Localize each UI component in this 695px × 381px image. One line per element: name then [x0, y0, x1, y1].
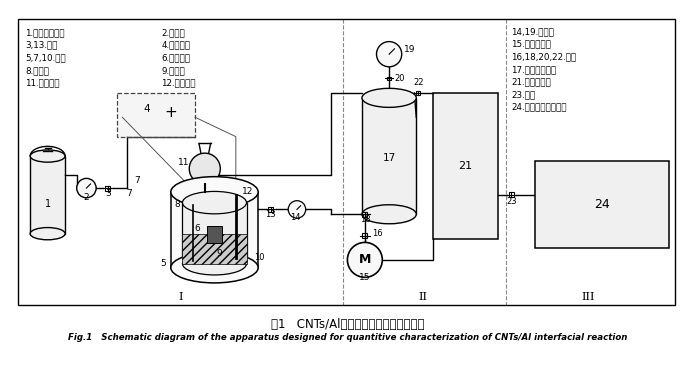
Text: 11.分液部件: 11.分液部件: [25, 78, 60, 88]
Text: 16: 16: [372, 229, 382, 238]
Text: 14,19.流量计: 14,19.流量计: [512, 27, 555, 36]
Text: I: I: [179, 291, 183, 302]
Circle shape: [348, 242, 382, 277]
Text: 3,13.气阀: 3,13.气阀: [25, 41, 58, 50]
Text: 19: 19: [404, 45, 415, 54]
Bar: [183, 203, 247, 264]
Text: 6: 6: [194, 224, 200, 233]
Text: 14: 14: [290, 213, 300, 222]
Ellipse shape: [183, 253, 247, 275]
Text: Fig.1   Schematic diagram of the apparatus designed for quantitive characterizat: Fig.1 Schematic diagram of the apparatus…: [67, 333, 627, 342]
Text: 15: 15: [359, 273, 370, 282]
Text: 9: 9: [216, 249, 222, 258]
Text: 图1   CNTs/Al界面反应定量检测装置示意: 图1 CNTs/Al界面反应定量检测装置示意: [270, 318, 424, 331]
Text: M: M: [359, 253, 371, 266]
Text: 7: 7: [134, 176, 140, 185]
Text: 15.真空机械泵: 15.真空机械泵: [512, 40, 551, 49]
Text: 12: 12: [242, 187, 253, 196]
Bar: [362, 98, 416, 214]
Bar: [171, 192, 258, 267]
Bar: [30, 156, 65, 234]
Text: 3: 3: [105, 189, 111, 198]
Text: 23.气阀: 23.气阀: [512, 90, 536, 99]
Bar: [362, 233, 367, 238]
Ellipse shape: [30, 150, 65, 162]
Circle shape: [76, 178, 96, 198]
Ellipse shape: [171, 177, 258, 207]
Ellipse shape: [362, 88, 416, 107]
Bar: [416, 91, 420, 95]
Text: 5: 5: [161, 259, 166, 268]
Text: 16,18,20,22.气阀: 16,18,20,22.气阀: [512, 52, 577, 61]
Text: 5,7,10.容器: 5,7,10.容器: [25, 53, 66, 62]
Text: II: II: [418, 291, 427, 302]
Circle shape: [189, 153, 220, 184]
Text: 20: 20: [394, 74, 404, 83]
Text: 17.标定气体气瓶: 17.标定气体气瓶: [512, 65, 557, 74]
Bar: [509, 192, 514, 197]
Text: 1: 1: [44, 199, 51, 208]
Text: 11: 11: [178, 158, 189, 167]
Text: 4.直流电源: 4.直流电源: [161, 41, 190, 50]
Ellipse shape: [30, 227, 65, 240]
Text: 4: 4: [143, 104, 150, 114]
Text: 21: 21: [458, 161, 473, 171]
Text: 2: 2: [83, 193, 89, 202]
Text: 10: 10: [254, 253, 265, 262]
Bar: [433, 93, 498, 239]
Text: III: III: [581, 291, 595, 302]
Text: +: +: [165, 105, 177, 120]
Ellipse shape: [183, 191, 247, 214]
Text: 8.铂电极: 8.铂电极: [25, 66, 49, 75]
Bar: [106, 186, 111, 190]
Text: 6.待测样品: 6.待测样品: [161, 53, 190, 62]
Text: 24.气相色谱仪及附件: 24.气相色谱仪及附件: [512, 103, 567, 112]
Text: 23: 23: [506, 197, 516, 206]
Text: 17: 17: [382, 153, 395, 163]
Text: 18: 18: [361, 215, 371, 224]
Text: 21.气体收集室: 21.气体收集室: [512, 77, 551, 86]
Text: 22: 22: [413, 78, 423, 87]
Bar: [362, 212, 367, 217]
Text: 12.石墨电极: 12.石墨电极: [161, 78, 196, 88]
Text: 24: 24: [594, 198, 610, 211]
Circle shape: [288, 201, 306, 218]
Bar: [183, 234, 247, 264]
Text: 1.辅助气体气瓶: 1.辅助气体气瓶: [25, 28, 65, 37]
Text: 13: 13: [265, 210, 276, 219]
Circle shape: [377, 42, 402, 67]
Text: 8: 8: [174, 200, 181, 208]
Bar: [534, 161, 669, 248]
Bar: [387, 77, 391, 80]
Ellipse shape: [171, 252, 258, 283]
Bar: [17, 19, 676, 306]
Text: 7: 7: [126, 189, 132, 198]
Bar: [206, 226, 222, 243]
Ellipse shape: [362, 205, 416, 224]
Bar: [117, 93, 195, 137]
Text: 9.电解液: 9.电解液: [161, 66, 185, 75]
Bar: [268, 207, 273, 212]
Text: 2.流量计: 2.流量计: [161, 28, 185, 37]
